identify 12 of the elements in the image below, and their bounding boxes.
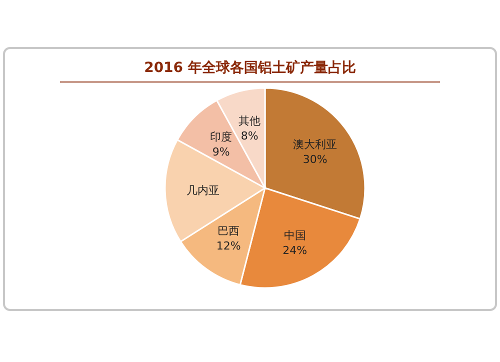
slice-label: 印度 <box>210 130 232 144</box>
slice-label: 中国 <box>284 228 306 242</box>
data-label: 24% <box>282 244 308 257</box>
data-label: 12% <box>216 240 241 253</box>
chart-title: 2016 年全球各国铝土矿产量占比 <box>144 59 356 76</box>
slice-label: 巴西 <box>218 224 240 238</box>
slice-label: 澳大利亚 <box>293 138 338 152</box>
data-label: 8% <box>240 129 258 142</box>
slice-label: 其他 <box>238 114 261 128</box>
slice-label: 几内亚 <box>186 184 220 197</box>
data-label: 9% <box>212 146 230 159</box>
data-label: 30% <box>302 153 328 166</box>
